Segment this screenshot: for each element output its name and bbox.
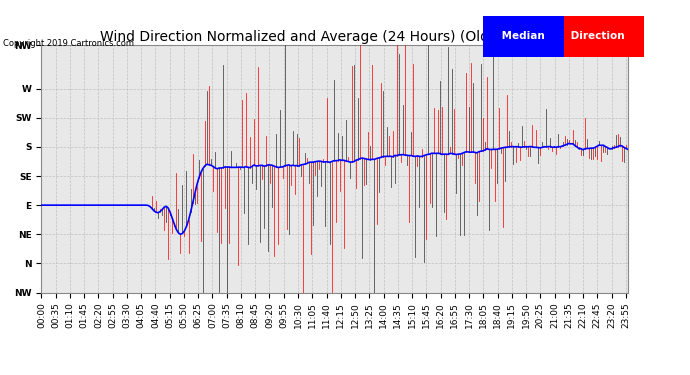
Text: Copyright 2019 Cartronics.com: Copyright 2019 Cartronics.com [3,39,135,48]
Text: Median: Median [498,31,549,41]
Text: Direction: Direction [566,31,628,41]
Title: Wind Direction Normalized and Average (24 Hours) (Old) 20190714: Wind Direction Normalized and Average (2… [100,30,569,44]
